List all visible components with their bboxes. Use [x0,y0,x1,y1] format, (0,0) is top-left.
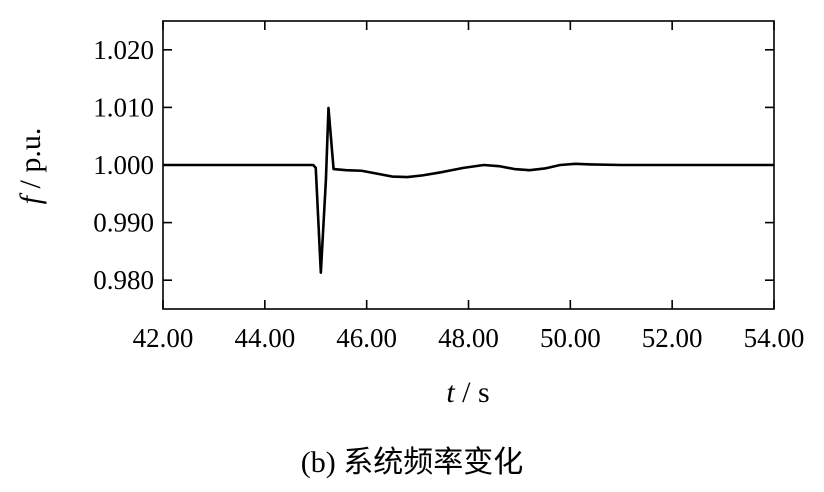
y-tick-label: 1.000 [93,150,154,180]
x-tick-label: 48.00 [438,323,499,353]
x-axis-unit: / s [455,376,490,409]
frequency-series-line [163,106,774,275]
y-tick-label: 1.020 [93,35,154,65]
x-tick-label: 42.00 [133,323,194,353]
x-tick-label: 44.00 [234,323,295,353]
y-tick-label: 1.010 [93,92,154,122]
x-tick-label: 52.00 [642,323,703,353]
y-axis-unit: / p.u. [14,128,47,196]
x-axis-variable: t [446,376,455,409]
x-tick-label: 50.00 [540,323,601,353]
figure-caption: (b) 系统频率变化 [301,446,523,479]
y-tick-label: 0.980 [93,265,154,295]
y-axis-title: f / p.u. [14,128,47,205]
x-axis-tick-labels: 42.00 44.00 46.00 48.00 50.00 52.00 54.00 [133,323,805,353]
y-tick-label: 0.990 [93,208,154,238]
y-axis-tick-labels: 0.980 0.990 1.000 1.010 1.020 [93,35,154,295]
plot-area-frame [162,20,775,310]
x-tick-label: 54.00 [744,323,805,353]
x-tick-label: 46.00 [336,323,397,353]
x-axis-title: t / s [446,376,489,409]
